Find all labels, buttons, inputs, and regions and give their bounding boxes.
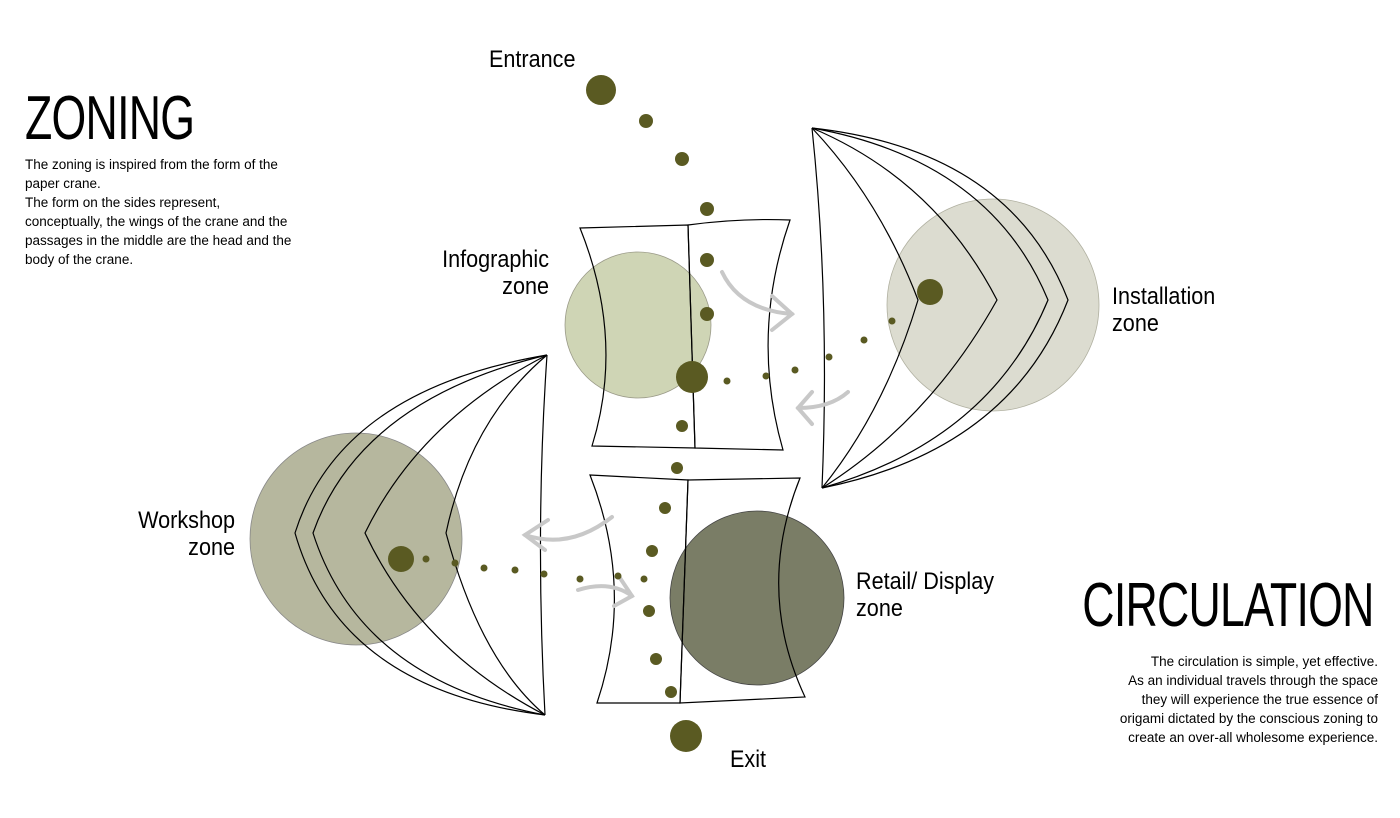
text-line: The circulation is simple, yet effective…	[1150, 654, 1378, 669]
workshop-zone-circle	[249, 432, 463, 646]
retail-zone-circle	[669, 510, 845, 686]
exit-dot	[670, 720, 702, 752]
path-dot	[650, 653, 662, 665]
path-dot	[576, 575, 584, 583]
path-dot	[511, 566, 519, 574]
path-dot	[451, 559, 459, 567]
installation-wing-shape	[811, 127, 1069, 489]
text-line: The zoning is inspired from the form of …	[25, 157, 278, 172]
path-dot	[614, 572, 622, 580]
path-dot	[675, 152, 689, 166]
entrance-dot	[586, 75, 616, 105]
installation-zone-label: Installation zone	[1112, 283, 1215, 337]
path-dot	[665, 686, 677, 698]
path-dot	[700, 253, 714, 267]
text-line: passages in the middle are the head and …	[25, 233, 292, 248]
entrance-label: Entrance	[489, 46, 576, 73]
path-dot	[791, 366, 799, 374]
body-passage-left	[589, 474, 689, 704]
path-dot	[671, 462, 683, 474]
path-dot	[676, 420, 688, 432]
zoning-title: ZONING	[25, 84, 195, 153]
arrow-to-installation	[720, 270, 796, 332]
label-line: zone	[502, 273, 549, 300]
installation-dot	[917, 279, 943, 305]
text-line: create an over-all wholesome experience.	[1128, 730, 1378, 745]
path-dot	[676, 361, 708, 393]
label-line: Infographic	[442, 246, 549, 273]
label-line: Workshop	[138, 507, 235, 534]
label-line: zone	[188, 534, 235, 561]
workshop-wing-shape	[294, 354, 548, 716]
text-line: they will experience the true essence of	[1141, 692, 1378, 707]
circulation-description: The circulation is simple, yet effective…	[1048, 652, 1378, 747]
label-line: zone	[1112, 310, 1159, 337]
path-dot	[700, 307, 714, 321]
label-line: Retail/ Display	[856, 568, 995, 595]
path-dot	[860, 336, 868, 344]
path-dot	[700, 202, 714, 216]
infographic-zone-label: Infographic zone	[414, 246, 549, 300]
path-dot	[659, 502, 671, 514]
text-line: conceptually, the wings of the crane and…	[25, 214, 288, 229]
path-dot	[640, 575, 648, 583]
text-line: body of the crane.	[25, 252, 134, 267]
path-dot	[480, 564, 488, 572]
installation-zone-circle	[886, 198, 1100, 412]
text-line: paper crane.	[25, 176, 101, 191]
path-dot	[762, 372, 770, 380]
path-dot	[825, 353, 833, 361]
head-passage-right	[687, 218, 791, 451]
text-line: As an individual travels through the spa…	[1128, 673, 1378, 688]
workshop-zone-label: Workshop zone	[100, 507, 235, 561]
body-passage-right	[679, 477, 806, 704]
retail-zone-label: Retail/ Display zone	[856, 568, 994, 622]
head-passage-left	[579, 224, 696, 449]
label-line: zone	[856, 595, 903, 622]
arrow-to-workshop	[521, 515, 614, 552]
infographic-zone-circle	[564, 251, 712, 399]
path-dot	[639, 114, 653, 128]
label-line: Installation	[1112, 283, 1216, 310]
workshop-dot	[388, 546, 414, 572]
path-dot	[723, 377, 731, 385]
circulation-path-dots	[388, 75, 943, 752]
arrow-to-retail	[576, 576, 635, 608]
circulation-title: CIRCULATION	[1082, 571, 1375, 640]
path-dot	[422, 555, 430, 563]
text-line: The form on the sides represent,	[25, 195, 221, 210]
path-dot	[540, 570, 548, 578]
zoning-description: The zoning is inspired from the form of …	[25, 155, 335, 269]
exit-label: Exit	[730, 746, 767, 773]
text-line: origami dictated by the conscious zoning…	[1119, 711, 1378, 726]
path-dot	[646, 545, 658, 557]
path-dot	[888, 317, 896, 325]
arrow-from-installation	[795, 390, 850, 426]
path-dot	[643, 605, 655, 617]
